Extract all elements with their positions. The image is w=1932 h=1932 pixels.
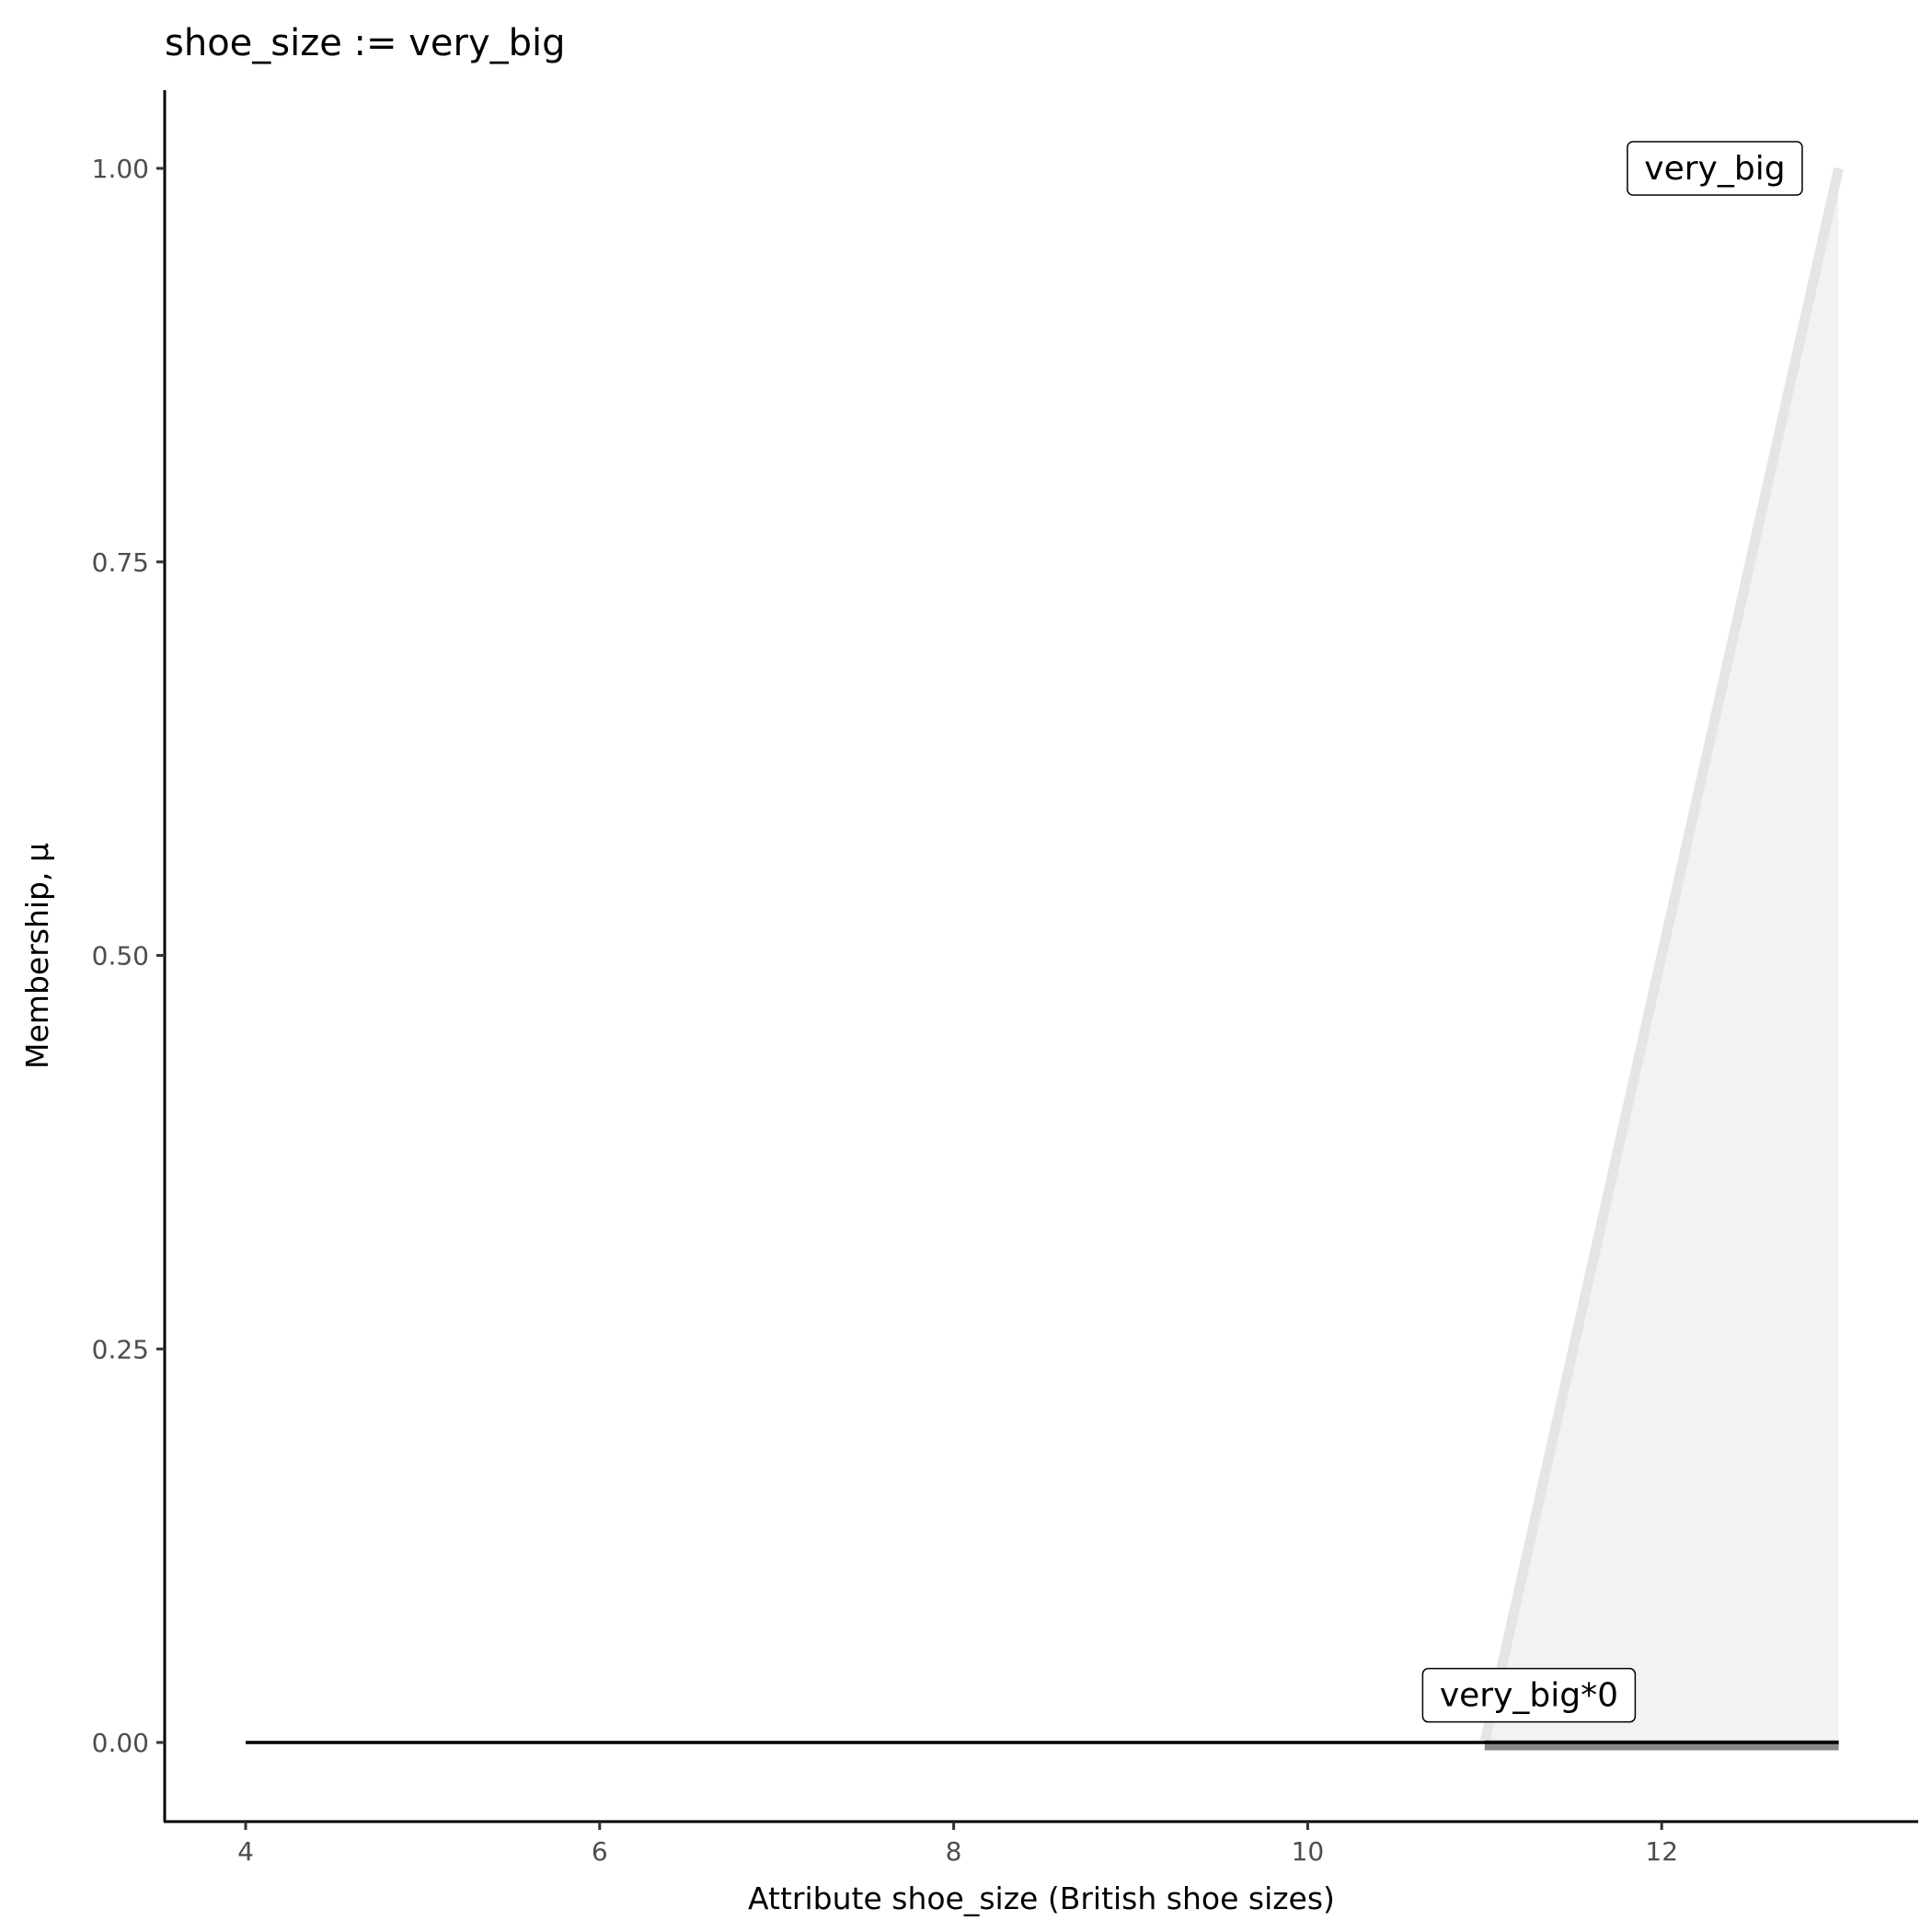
y-tick-label: 0.00 [92,1728,149,1758]
y-axis-label: Membership, μ [19,843,55,1069]
series-very-big-line [1479,167,1844,1744]
data-label: very_big*0 [1421,1667,1637,1723]
x-tick-label: 12 [1645,1836,1678,1867]
y-tick-label: 0.25 [92,1334,149,1364]
data-label-box [1421,1667,1637,1723]
x-tick-label: 8 [946,1836,962,1867]
x-axis-label: Attribute shoe_size (British shoe sizes) [748,1880,1335,1916]
data-label-box [1627,141,1803,196]
chart-title: shoe_size := very_big [165,22,566,64]
y-ticks: 0.00 0.25 0.50 0.75 1.00 [92,154,165,1758]
y-tick-label: 0.50 [92,941,149,972]
x-ticks: 4 6 8 10 12 [237,1822,1678,1867]
plot-area: very_big very_big*0 [246,141,1844,1751]
data-label-text: very_big*0 [1440,1677,1618,1715]
x-tick-label: 6 [592,1836,608,1867]
x-tick-label: 4 [237,1836,254,1867]
y-tick-label: 1.00 [92,154,149,184]
data-label: very_big [1627,141,1803,196]
x-tick-label: 10 [1292,1836,1325,1867]
data-label-text: very_big [1644,150,1785,188]
y-tick-label: 0.75 [92,547,149,578]
